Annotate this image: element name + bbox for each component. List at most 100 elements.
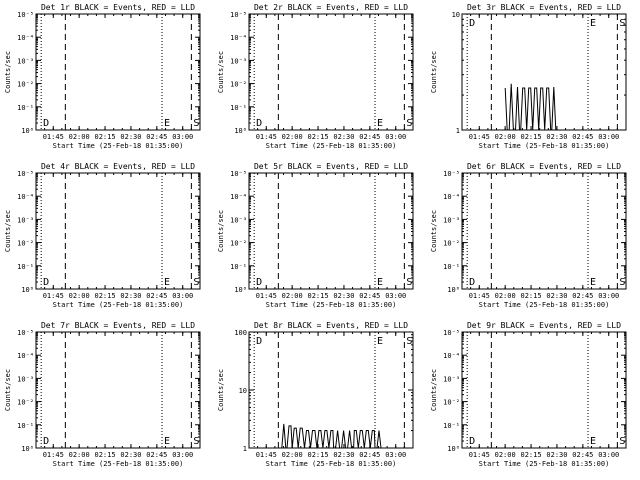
x-tick-label: 02:30: [333, 292, 354, 300]
y-tick-label: 100: [234, 329, 247, 337]
marker-label: S: [193, 118, 199, 129]
x-tick-label: 01:45: [469, 292, 490, 300]
x-tick-label: 03:00: [598, 292, 619, 300]
x-axis-label: Start Time (25-Feb-18 01:35:00): [266, 142, 397, 150]
y-axis-label: Counts/sec: [430, 210, 438, 252]
panel-det-2: Det 2r BLACK = Events, RED = LLD 10⁰ 10⁻¹ 1…: [217, 3, 414, 150]
x-tick-label: 02:45: [572, 451, 593, 459]
marker-label: S: [193, 436, 199, 447]
x-tick-label: 02:15: [308, 133, 329, 141]
x-tick-label: 02:00: [282, 292, 303, 300]
y-tick-label: 10⁻⁵: [443, 170, 460, 178]
x-tick-label: 02:45: [359, 133, 380, 141]
x-tick-label: 03:00: [385, 133, 406, 141]
x-tick-label: 02:45: [572, 133, 593, 141]
x-tick-label: 02:00: [495, 133, 516, 141]
marker-label: S: [619, 18, 625, 29]
x-tick-label: 02:30: [120, 451, 141, 459]
y-tick-label: 10⁰: [21, 127, 34, 135]
y-tick-label: 10⁻⁴: [17, 34, 34, 42]
y-tick-label: 10: [239, 387, 247, 395]
marker-label: D: [43, 436, 49, 447]
y-tick-label: 10⁻²: [230, 81, 247, 89]
y-tick-label: 10⁻⁵: [17, 11, 34, 19]
y-tick-label: 10⁻³: [17, 375, 34, 383]
y-axis-label: Counts/sec: [217, 210, 225, 252]
y-tick-label: 10⁰: [447, 445, 460, 453]
plot-frame: [35, 172, 201, 290]
y-tick-label: 10⁻²: [17, 399, 34, 407]
marker-label: D: [256, 336, 262, 347]
y-axis-label: Counts/sec: [217, 51, 225, 93]
panel-title: Det 2r BLACK = Events, RED = LLD: [254, 3, 408, 12]
x-tick-label: 02:15: [95, 292, 116, 300]
panel-det-9: Det 9r BLACK = Events, RED = LLD 10⁰ 10⁻¹ 1…: [430, 321, 627, 468]
x-tick-label: 02:30: [120, 133, 141, 141]
x-tick-label: 03:00: [598, 133, 619, 141]
y-axis-label: Counts/sec: [4, 369, 12, 411]
x-tick-label: 02:00: [495, 292, 516, 300]
y-tick-label: 10⁻⁵: [230, 11, 247, 19]
marker-label: D: [43, 277, 49, 288]
y-tick-label: 10⁰: [21, 445, 34, 453]
panel-det-4: Det 4r BLACK = Events, RED = LLD 10⁰ 10⁻¹ 1…: [4, 162, 201, 309]
y-tick-label: 10⁻²: [443, 240, 460, 248]
plot-frame: [248, 13, 414, 131]
x-tick-label: 02:30: [546, 292, 567, 300]
y-tick-label: 10⁻¹: [17, 263, 34, 271]
panel-title: Det 7r BLACK = Events, RED = LLD: [41, 321, 195, 330]
y-tick-label: 10⁻⁵: [230, 170, 247, 178]
panel-title: Det 5r BLACK = Events, RED = LLD: [254, 162, 408, 171]
marker-label: E: [164, 277, 170, 288]
y-tick-label: 10⁻¹: [17, 104, 34, 112]
x-axis-label: Start Time (25-Feb-18 01:35:00): [53, 460, 184, 468]
marker-label: E: [590, 436, 596, 447]
y-tick-label: 10⁻³: [17, 57, 34, 65]
y-tick-label: 10⁻²: [17, 81, 34, 89]
x-tick-label: 02:15: [95, 451, 116, 459]
x-tick-label: 02:30: [120, 292, 141, 300]
marker-label: E: [377, 336, 383, 347]
y-tick-label: 10⁻⁵: [17, 329, 34, 337]
x-tick-label: 01:45: [43, 133, 64, 141]
x-tick-label: 02:30: [546, 451, 567, 459]
x-axis-label: Start Time (25-Feb-18 01:35:00): [479, 301, 610, 309]
marker-label: S: [406, 277, 412, 288]
panel-det-1: Det 1r BLACK = Events, RED = LLD 10⁰ 10⁻¹ 1…: [4, 3, 201, 150]
x-tick-label: 02:30: [333, 133, 354, 141]
x-tick-label: 02:45: [572, 292, 593, 300]
x-tick-label: 02:15: [521, 451, 542, 459]
marker-label: D: [469, 436, 475, 447]
series-events: [504, 83, 558, 131]
x-axis-label: Start Time (25-Feb-18 01:35:00): [479, 142, 610, 150]
x-tick-label: 01:45: [469, 133, 490, 141]
y-tick-label: 10⁻³: [230, 57, 247, 65]
x-tick-label: 02:00: [69, 292, 90, 300]
marker-label: S: [406, 336, 412, 347]
x-tick-label: 03:00: [172, 292, 193, 300]
x-tick-label: 02:15: [308, 451, 329, 459]
x-axis-label: Start Time (25-Feb-18 01:35:00): [266, 301, 397, 309]
x-tick-label: 02:00: [495, 451, 516, 459]
x-tick-label: 02:00: [69, 133, 90, 141]
x-tick-label: 02:00: [282, 133, 303, 141]
marker-label: S: [619, 436, 625, 447]
plot-frame: [461, 331, 627, 449]
marker-label: D: [256, 118, 262, 129]
y-tick-label: 10⁻⁴: [17, 193, 34, 201]
marker-label: E: [590, 18, 596, 29]
y-tick-label: 10⁻⁵: [17, 170, 34, 178]
y-tick-label: 10⁻²: [443, 399, 460, 407]
x-tick-label: 02:00: [282, 451, 303, 459]
marker-label: D: [469, 18, 475, 29]
y-tick-label: 10⁻¹: [443, 263, 460, 271]
marker-label: E: [377, 118, 383, 129]
x-axis-label: Start Time (25-Feb-18 01:35:00): [479, 460, 610, 468]
panel-title: Det 8r BLACK = Events, RED = LLD: [254, 321, 408, 330]
x-tick-label: 02:00: [69, 451, 90, 459]
y-tick-label: 10⁻³: [230, 216, 247, 224]
panel-title: Det 6r BLACK = Events, RED = LLD: [467, 162, 621, 171]
y-axis-label: Counts/sec: [217, 369, 225, 411]
x-tick-label: 03:00: [172, 451, 193, 459]
